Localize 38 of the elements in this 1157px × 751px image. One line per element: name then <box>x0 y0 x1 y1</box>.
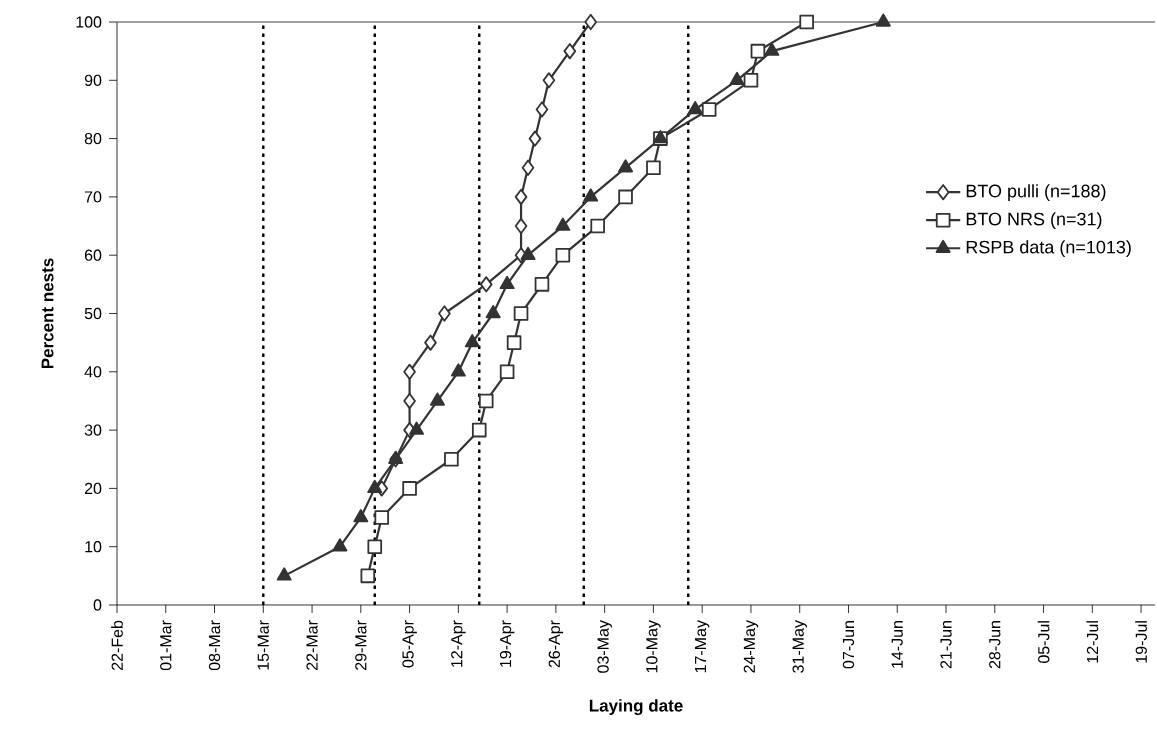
x-tick-label: 24-May <box>743 620 759 673</box>
x-tick-label: 19-Jul <box>1135 621 1147 663</box>
y-tick-label: 10 <box>85 541 102 553</box>
x-tick-label: 08-Mar <box>208 620 221 671</box>
x-axis-title: Laying date <box>589 699 683 716</box>
y-tick-label: 60 <box>84 249 102 261</box>
x-tick-label: 10-May <box>646 620 661 673</box>
y-tick-label: 70 <box>84 191 102 203</box>
y-tick-label: 100 <box>76 16 102 28</box>
legend-label: BTO NRS (n=31) <box>966 212 1102 229</box>
x-tick-label: 12-Jul <box>1086 621 1099 663</box>
y-tick-label: 0 <box>93 599 102 611</box>
x-tick-label: 07-Jun <box>842 621 855 669</box>
x-tick-label: 14-Jun <box>891 621 903 668</box>
x-tick-label: 01-Mar <box>160 620 172 671</box>
x-tick-label: 28-Jun <box>989 621 1001 669</box>
x-tick-label: 15-Mar <box>257 620 269 670</box>
x-tick-label: 05-Apr <box>402 620 417 668</box>
y-tick-label: 50 <box>84 307 102 320</box>
y-tick-label: 20 <box>84 482 102 495</box>
x-tick-label: 26-Apr <box>548 620 564 668</box>
x-tick-label: 19-Apr <box>499 620 515 667</box>
y-axis-title: Percent nests <box>41 258 54 369</box>
x-tick-label: 21-Jun <box>940 621 952 669</box>
x-tick-label: 12-Apr <box>451 620 466 667</box>
x-tick-label: 22-Feb <box>111 620 123 670</box>
legend-label: RSPB data (n=1013) <box>966 240 1131 258</box>
y-tick-label: 40 <box>84 366 102 378</box>
y-tick-label: 80 <box>84 132 102 145</box>
x-tick-label: 03-May <box>597 620 612 673</box>
y-tick-label: 30 <box>84 424 102 436</box>
x-tick-label: 17-May <box>695 620 710 673</box>
y-tick-label: 90 <box>84 74 102 86</box>
x-tick-label: 29-Mar <box>355 620 367 670</box>
x-tick-label: 05-Jul <box>1037 621 1050 664</box>
x-tick-label: 22-Mar <box>306 620 318 670</box>
x-tick-label: 31-May <box>792 620 807 673</box>
legend-label: BTO pulli (n=188) <box>966 184 1106 201</box>
